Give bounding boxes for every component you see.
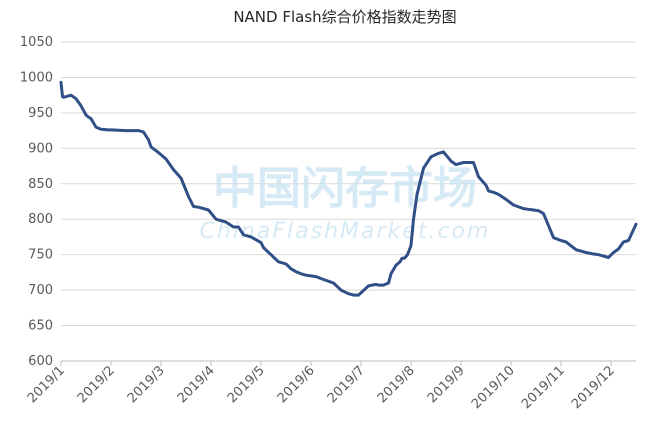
y-tick-label: 800	[28, 212, 53, 227]
x-tick-label: 2019/12	[569, 363, 618, 412]
gridlines	[60, 41, 636, 366]
x-tick-label: 2019/1	[25, 363, 68, 406]
x-tick-label: 2019/9	[425, 363, 468, 406]
y-tick-label: 1000	[20, 70, 53, 85]
y-tick-label: 950	[28, 106, 53, 121]
y-tick-label: 600	[28, 354, 53, 369]
x-tick-label: 2019/11	[519, 363, 568, 412]
x-tick-label: 2019/2	[75, 363, 118, 406]
y-tick-label: 700	[28, 283, 53, 298]
price-index-line	[59, 80, 638, 297]
watermark-cn: 中国闪存市场	[213, 163, 477, 214]
x-tick-label: 2019/4	[175, 363, 218, 406]
x-tick-label: 2019/7	[325, 363, 368, 406]
y-axis-tick-labels: 600 650 700 750 800 850 900 950 1000 1050	[20, 35, 53, 369]
watermark-en: ChinaFlashMarket.com	[200, 219, 491, 244]
x-tick-label: 2019/6	[275, 363, 318, 406]
x-tick-label: 2019/10	[469, 363, 518, 412]
y-tick-label: 850	[28, 177, 53, 192]
y-tick-label: 650	[28, 319, 53, 334]
chart-title: NAND Flash综合价格指数走势图	[233, 8, 456, 26]
series-group	[59, 80, 638, 297]
x-tick-label: 2019/8	[375, 363, 418, 406]
y-tick-label: 1050	[20, 35, 53, 50]
x-axis-tick-labels: 2019/1 2019/2 2019/3 2019/4 2019/5 2019/6 2019…	[25, 363, 618, 412]
y-tick-label: 900	[28, 141, 53, 156]
x-tick-label: 2019/5	[225, 363, 268, 406]
watermark: 中国闪存市场 ChinaFlashMarket.com	[200, 163, 491, 244]
x-tick-label: 2019/3	[125, 363, 168, 406]
y-tick-label: 750	[28, 248, 53, 263]
